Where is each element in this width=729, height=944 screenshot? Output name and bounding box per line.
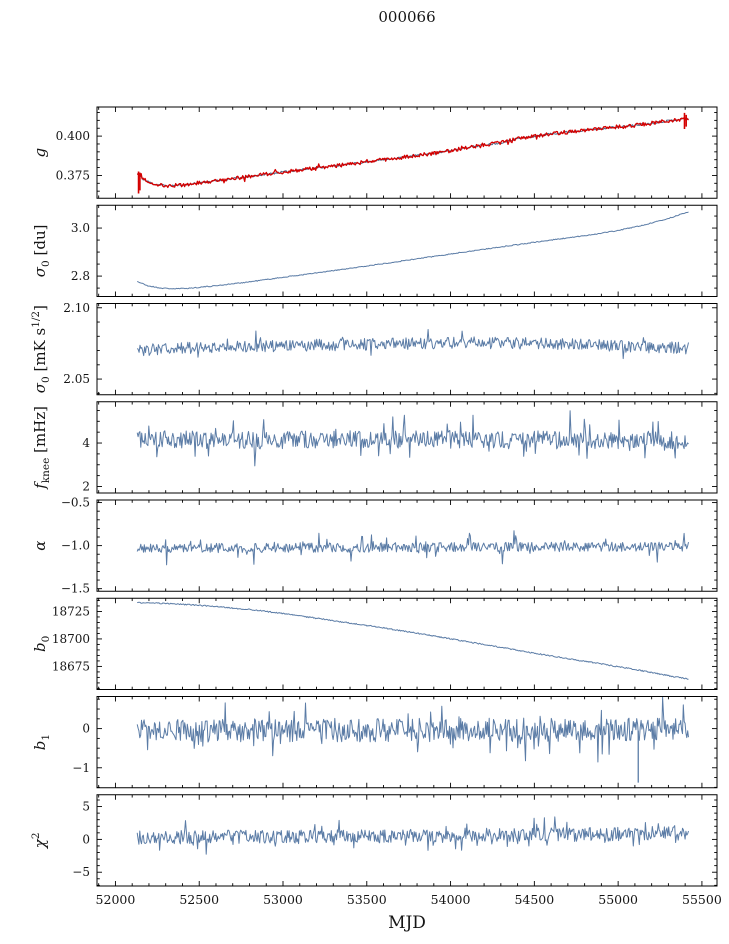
panel-8: −5 0 5 χ2 52000 52500 53000 53500 54000 54500 5500… [30,794,722,907]
y-axis-label-part: [mK s [31,328,49,377]
y-tick-label: 18700 [52,632,90,646]
y-axis-label-part: χ [31,838,49,849]
y-tick-label: 0.375 [56,168,90,182]
series-g-gain-fit [136,117,689,187]
y-axis-label: g [31,148,49,158]
panel-border [96,303,718,396]
panel-3: 2.05 2.10 σ0 [mK s1/2] [30,301,718,396]
y-axis-label-part: 1/2 [30,311,42,328]
y-axis-label-part: σ [31,382,49,393]
series-alpha [136,530,689,566]
y-tick-label: 5 [82,800,90,814]
y-tick-label: 18675 [52,659,90,673]
panel-7: −1 0 b1 [31,696,718,789]
series-chi2 [136,816,689,855]
y-axis-label-part: 0 [40,636,52,643]
panel-border [96,106,718,199]
y-axis-label-part: 1 [40,734,52,741]
y-axis-label-part: b [31,741,49,751]
y-axis-label-part: g [31,148,49,158]
y-tick-label: 0 [82,722,90,736]
y-tick-label: −0.5 [61,496,90,510]
y-axis-label: σ0 [mK s1/2] [30,305,52,393]
x-tick-label: 52500 [179,892,219,907]
series-b0 [137,601,689,680]
y-tick-label: 3.0 [71,221,90,235]
x-tick-label: 53000 [263,892,303,907]
y-tick-label: 0 [82,832,90,846]
series-fknee [136,410,689,467]
y-axis-label-part: b [31,642,49,652]
x-tick-label: 52000 [96,892,136,907]
y-tick-label: 2.10 [63,301,90,315]
series-sigma0-mK [136,329,689,360]
panel-border [96,499,718,592]
y-axis-label-part: 0 [40,260,52,267]
y-axis-label-part: α [31,541,49,551]
series-b1 [136,696,689,763]
x-tick-label: 55500 [682,892,722,907]
panel-4: 2 4 fknee [mHz] [31,401,718,494]
x-tick-label: 55000 [598,892,638,907]
panel-6: 18675 18700 18725 b0 [31,597,718,690]
y-tick-label: −1.5 [61,582,90,596]
y-axis-label-part: f [31,481,49,490]
panel-border [96,597,718,690]
y-axis-label-part: ] [31,305,49,311]
y-axis-label-part: σ [31,266,49,277]
y-tick-label: 4 [82,436,90,450]
y-axis-label-part: 2 [30,832,42,839]
panel-border [96,401,718,494]
y-axis-label: α [31,541,49,551]
y-tick-label: 2 [82,479,90,493]
y-tick-label: 2.05 [63,372,90,386]
y-axis-label: b1 [31,734,52,750]
x-tick-label: 54000 [431,892,471,907]
x-tick-label: 53500 [347,892,387,907]
y-tick-label: 18725 [52,604,90,618]
y-tick-label: 2.8 [71,269,90,283]
panel-border [96,794,718,887]
y-axis-label: b0 [31,636,52,652]
y-axis-label: σ0 [du] [31,225,52,278]
y-tick-label: 0.400 [56,129,90,143]
y-tick-label: −1.0 [61,539,90,553]
y-axis-label: fknee [mHz] [31,406,52,490]
y-axis-label-part: [du] [31,225,49,261]
panel-5: −1.5 −1.0 −0.5 α [31,496,718,596]
series-g-gain-data [137,117,689,189]
y-axis-label-part: [mHz] [31,406,49,458]
y-tick-label: −1 [72,761,90,775]
panel-2: 2.8 3.0 σ0 [du] [31,204,718,297]
x-tick-label: 54500 [514,892,554,907]
chart-title: 000066 [378,8,435,26]
y-axis-label-part: 0 [40,376,52,383]
panel-border [96,204,718,297]
panel-1: 0.375 0.400 g [31,106,718,199]
y-tick-label: −5 [72,865,90,879]
panel-border [96,696,718,789]
x-axis-label: MJD [388,913,426,933]
y-axis-label-part: knee [40,458,52,484]
series-sigma0-du [136,211,689,290]
y-axis-label: χ2 [30,832,49,849]
